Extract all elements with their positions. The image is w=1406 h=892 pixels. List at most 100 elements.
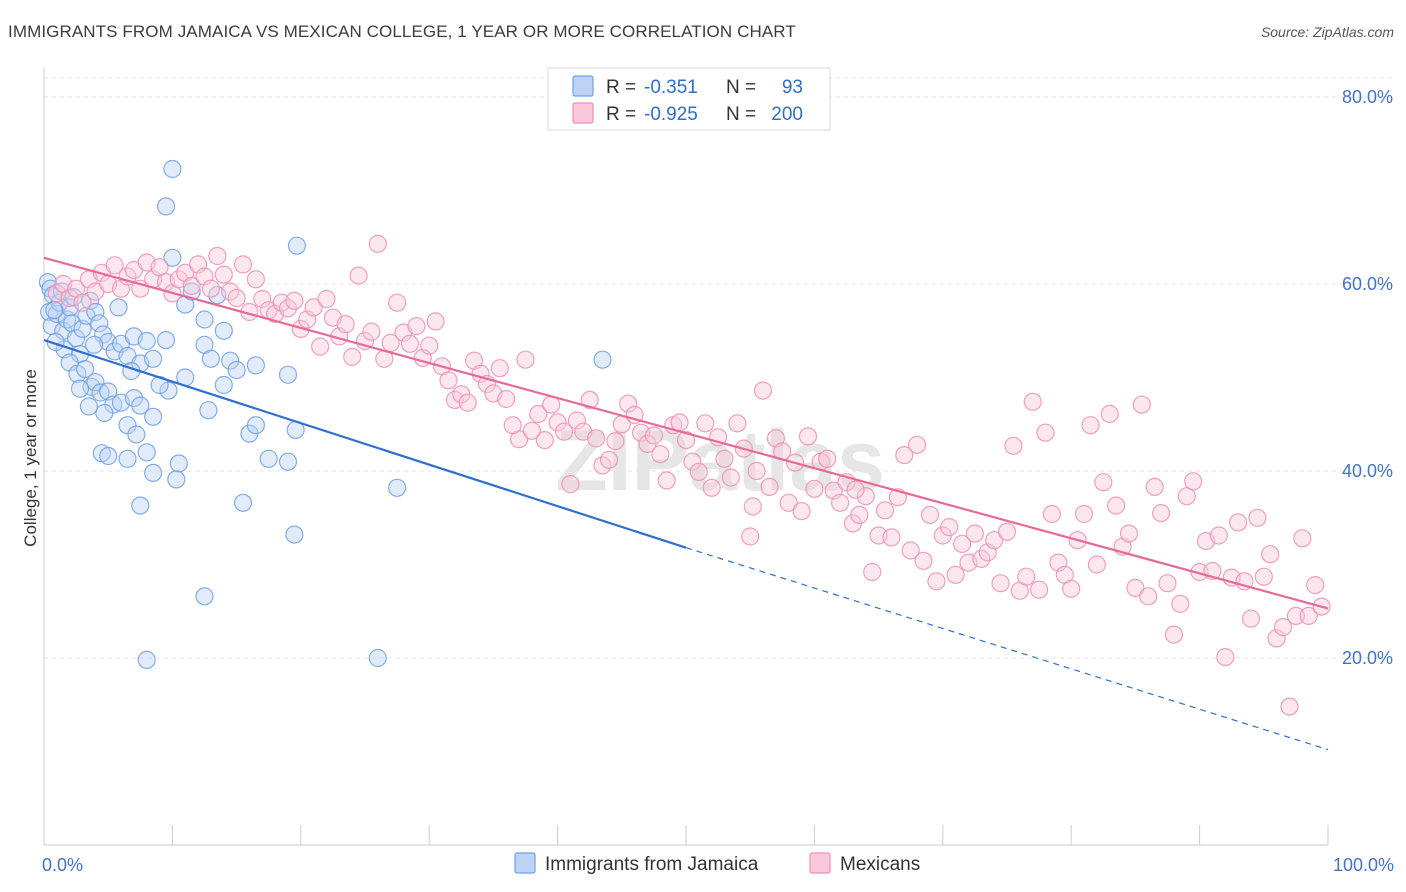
- point-jamaica: [99, 446, 118, 466]
- point-jamaica: [90, 314, 109, 333]
- y-axis-title: College, 1 year or more: [21, 369, 40, 547]
- point-jamaica: [227, 360, 246, 380]
- point-mexicans: [1267, 629, 1286, 648]
- point-mexicans: [952, 534, 972, 554]
- point-mexicans: [599, 450, 619, 469]
- point-mexicans: [683, 452, 702, 471]
- bottom-legend-swatch-jamaica: [514, 852, 536, 874]
- point-mexicans: [227, 288, 246, 308]
- point-mexicans: [201, 279, 220, 298]
- point-mexicans: [1145, 477, 1164, 496]
- point-mexicans: [818, 449, 837, 468]
- point-mexicans: [1126, 578, 1145, 598]
- point-jamaica: [233, 493, 253, 512]
- trend-line-mexicans: [43, 256, 1329, 610]
- point-mexicans: [1293, 529, 1312, 548]
- point-mexicans: [522, 421, 542, 440]
- y-tick-labels: 20.0% 40.0% 60.0% 80.0%: [1342, 87, 1393, 668]
- point-mexicans: [1280, 697, 1299, 716]
- point-mexicans: [1254, 567, 1273, 586]
- point-jamaica: [221, 351, 240, 370]
- point-jamaica: [259, 449, 278, 468]
- point-mexicans: [567, 411, 587, 430]
- point-jamaica: [131, 496, 150, 515]
- point-mexicans: [285, 291, 304, 310]
- point-mexicans: [407, 317, 426, 336]
- point-mexicans: [907, 435, 927, 454]
- point-jamaica: [278, 365, 298, 384]
- point-jamaica: [159, 381, 178, 400]
- trend-lines: [43, 256, 1329, 751]
- point-mexicans: [1042, 504, 1062, 524]
- point-mexicans: [863, 562, 882, 582]
- point-mexicans: [606, 432, 625, 451]
- point-jamaica: [246, 416, 265, 435]
- point-mexicans: [895, 446, 914, 465]
- point-mexicans: [1158, 574, 1177, 593]
- point-mexicans: [1228, 513, 1248, 532]
- point-mexicans: [1087, 555, 1107, 574]
- point-jamaica: [195, 587, 214, 606]
- point-mexicans: [311, 337, 330, 356]
- point-mexicans: [516, 350, 535, 369]
- point-jamaica: [131, 396, 150, 415]
- point-mexicans: [253, 289, 272, 309]
- point-mexicans: [420, 336, 439, 355]
- point-mexicans: [1119, 524, 1139, 543]
- trend-line-jamaica: [43, 339, 687, 549]
- point-jamaica: [86, 302, 105, 322]
- point-mexicans: [792, 502, 811, 521]
- point-mexicans: [1062, 579, 1081, 598]
- point-mexicans: [554, 422, 574, 441]
- point-mexicans: [214, 265, 233, 284]
- point-jamaica: [118, 449, 137, 468]
- chart-source: Source: ZipAtlas.com: [1260, 24, 1394, 40]
- point-mexicans: [73, 293, 92, 312]
- point-mexicans: [747, 461, 766, 481]
- point-mexicans: [497, 389, 516, 409]
- legend-r-value: -0.351: [644, 77, 698, 98]
- legend-r-label: R =: [606, 77, 636, 98]
- point-mexicans: [657, 471, 676, 490]
- legend-r-label: R =: [606, 104, 636, 125]
- point-mexicans: [619, 394, 638, 413]
- point-mexicans: [1216, 647, 1235, 667]
- point-mexicans: [779, 493, 798, 512]
- point-mexicans: [362, 322, 381, 341]
- point-mexicans: [721, 468, 741, 487]
- point-mexicans: [1184, 472, 1203, 491]
- point-mexicans: [985, 531, 1004, 550]
- point-mexicans: [846, 480, 865, 499]
- point-mexicans: [1023, 392, 1042, 411]
- point-mexicans: [439, 371, 458, 390]
- point-jamaica: [195, 310, 214, 329]
- point-mexicans: [805, 479, 824, 498]
- point-jamaica: [285, 525, 304, 544]
- point-mexicans: [233, 255, 253, 274]
- legend-r-value: -0.925: [644, 104, 698, 125]
- point-mexicans: [1074, 504, 1094, 524]
- point-mexicans: [927, 572, 946, 591]
- point-jamaica: [199, 401, 218, 420]
- point-jamaica: [156, 331, 176, 350]
- point-mexicans: [753, 381, 773, 400]
- point-mexicans: [535, 431, 554, 450]
- point-mexicans: [696, 414, 715, 433]
- point-mexicans: [644, 426, 664, 445]
- point-mexicans: [400, 334, 419, 353]
- x-tick-label: 100.0%: [1333, 855, 1394, 875]
- legend-swatch-mexicans: [572, 102, 594, 124]
- point-jamaica: [144, 349, 163, 368]
- point-jamaica: [287, 236, 306, 255]
- point-mexicans: [529, 404, 548, 424]
- point-jamaica: [70, 379, 90, 398]
- point-mexicans: [349, 266, 368, 285]
- point-mexicans: [798, 427, 818, 446]
- point-mexicans: [1241, 609, 1261, 628]
- point-jamaica: [137, 331, 156, 351]
- point-mexicans: [689, 462, 708, 481]
- legend-n-value: 200: [771, 104, 803, 125]
- point-jamaica: [109, 298, 128, 317]
- point-jamaica: [214, 321, 233, 340]
- point-jamaica: [91, 383, 110, 402]
